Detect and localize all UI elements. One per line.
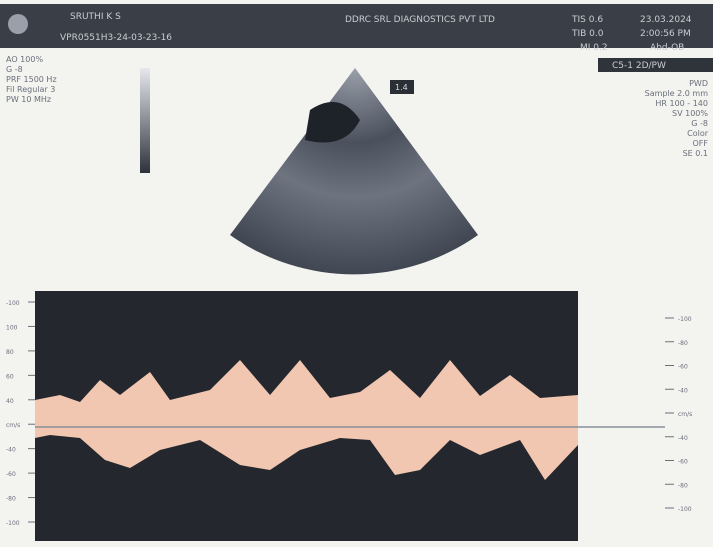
scale-label-left: -80 xyxy=(6,496,16,503)
probe-bar xyxy=(598,58,713,72)
time: 2:00:56 PM xyxy=(640,29,691,39)
right-param: Sample 2.0 mm xyxy=(645,89,709,98)
scale-label-left: -60 xyxy=(6,471,16,478)
scale-label-right: -60 xyxy=(678,364,688,371)
right-param: Color xyxy=(687,129,709,138)
b-mode-sector xyxy=(230,68,478,275)
scale-label-right: -100 xyxy=(678,316,692,323)
tis: TIS 0.6 xyxy=(571,15,603,25)
scale-label-right: cm/s xyxy=(678,411,692,418)
right-param: OFF xyxy=(693,139,709,148)
right-param: PWD xyxy=(689,79,708,88)
scale-label-left: -100 xyxy=(6,300,20,307)
scale-label-left: -100 xyxy=(6,520,20,527)
left-param: PRF 1500 Hz xyxy=(6,75,57,84)
header-bar xyxy=(0,4,713,48)
right-param: G -8 xyxy=(691,119,708,128)
patient-name: SRUTHI K S xyxy=(70,12,121,22)
scale-label-left: 40 xyxy=(6,398,14,405)
scale-label-left: 80 xyxy=(6,349,14,356)
depth-marker: 1.4 xyxy=(395,83,408,92)
scale-label-left: 60 xyxy=(6,373,14,380)
anatomy xyxy=(305,102,360,143)
scale-label-right: -40 xyxy=(678,435,688,442)
gray-scale-bar xyxy=(140,68,150,173)
scale-label-left: -40 xyxy=(6,447,16,454)
left-param: Fil Regular 3 xyxy=(6,85,55,94)
right-param: SE 0.1 xyxy=(683,149,708,158)
date: 23.03.2024 xyxy=(640,15,692,25)
tib: TIB 0.0 xyxy=(571,29,604,39)
preset: Abd-OB xyxy=(650,43,684,53)
right-param: HR 100 - 140 xyxy=(655,99,708,108)
logo xyxy=(8,14,28,34)
scale-label-right: -100 xyxy=(678,506,692,513)
left-param: AO 100% xyxy=(6,55,43,64)
scale-label-left: 100 xyxy=(6,324,18,331)
patient-id: VPR0551H3-24-03-23-16 xyxy=(60,33,172,43)
right-param: SV 100% xyxy=(672,109,708,118)
depth-marker-box xyxy=(390,80,414,94)
scale-label-right: -80 xyxy=(678,340,688,347)
scale-label-right: -60 xyxy=(678,459,688,466)
left-param: PW 10 MHz xyxy=(6,95,51,104)
scale-label-right: -40 xyxy=(678,387,688,394)
mi: MI 0.2 xyxy=(580,43,608,53)
probe: C5-1 2D/PW xyxy=(612,61,666,71)
doppler-waveform xyxy=(35,360,578,480)
scale-label-left: cm/s xyxy=(6,422,20,429)
left-param: G -8 xyxy=(6,65,23,74)
institution: DDRC SRL DIAGNOSTICS PVT LTD xyxy=(345,15,495,25)
scale-label-right: -80 xyxy=(678,482,688,489)
